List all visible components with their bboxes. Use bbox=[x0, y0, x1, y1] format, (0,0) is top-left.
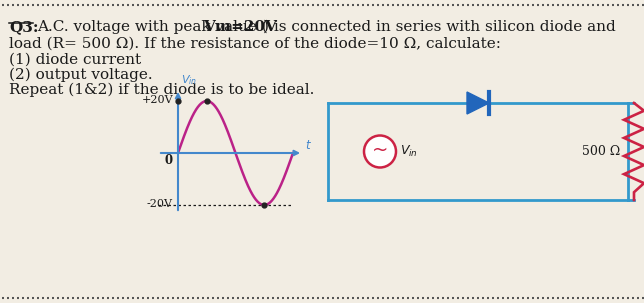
Text: $t$: $t$ bbox=[305, 139, 312, 152]
Text: load (R= 500 Ω). If the resistance of the diode=10 Ω, calculate:: load (R= 500 Ω). If the resistance of th… bbox=[9, 37, 501, 51]
Text: Q3:: Q3: bbox=[9, 20, 39, 34]
Text: -20V: -20V bbox=[147, 199, 173, 209]
Text: A.C. voltage with peak value (: A.C. voltage with peak value ( bbox=[37, 20, 268, 35]
Polygon shape bbox=[467, 92, 489, 114]
Text: ) is connected in series with silicon diode and: ) is connected in series with silicon di… bbox=[263, 20, 616, 34]
Text: (1) diode current: (1) diode current bbox=[9, 53, 141, 67]
Text: 0: 0 bbox=[165, 154, 173, 167]
Text: $V_{in}$: $V_{in}$ bbox=[181, 73, 197, 87]
Text: Vm=20V: Vm=20V bbox=[203, 20, 277, 34]
Text: $V_{in}$: $V_{in}$ bbox=[400, 144, 418, 159]
Text: Repeat (1&2) if the diode is to be ideal.: Repeat (1&2) if the diode is to be ideal… bbox=[9, 83, 314, 97]
Text: +20V: +20V bbox=[142, 95, 173, 105]
Text: ~: ~ bbox=[372, 141, 388, 160]
Circle shape bbox=[364, 135, 396, 168]
Text: 500 Ω: 500 Ω bbox=[582, 145, 620, 158]
Text: (2) output voltage.: (2) output voltage. bbox=[9, 68, 153, 82]
